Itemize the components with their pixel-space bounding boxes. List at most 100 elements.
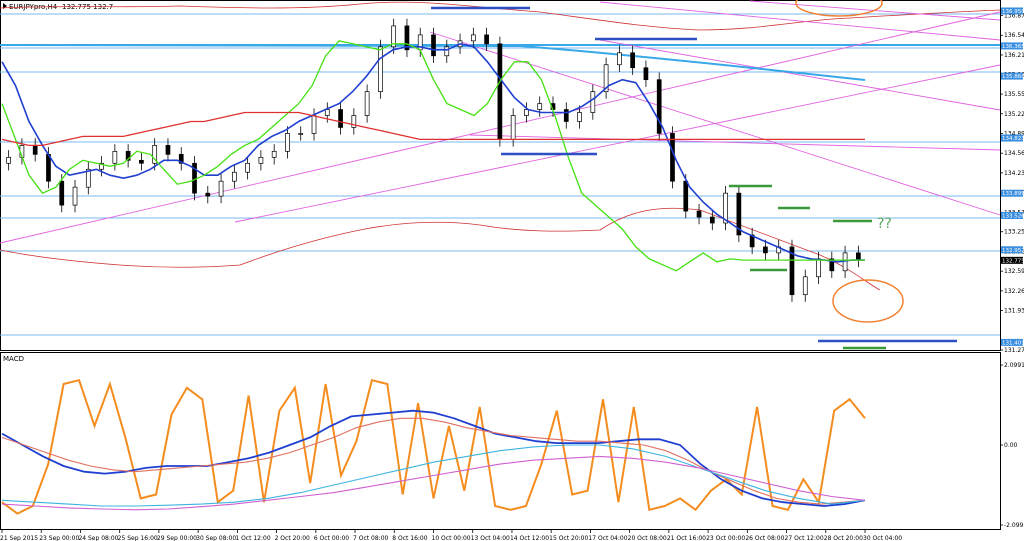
candle — [165, 138, 171, 162]
candle — [497, 36, 503, 147]
candle — [444, 39, 450, 63]
candle — [656, 72, 662, 141]
ma-line-0 — [1, 42, 865, 263]
macd-line-4 — [1, 455, 866, 511]
time-tick-label: 7 Oct 08:00 — [353, 535, 388, 541]
price-tag-box — [1001, 246, 1023, 254]
candle — [736, 185, 742, 243]
candle — [802, 269, 808, 302]
time-tick-label: 29 Sep 00:00 — [157, 535, 197, 541]
candle — [590, 84, 596, 120]
envelope-bands — [0, 1, 1001, 291]
candle — [298, 126, 304, 141]
candle — [205, 185, 211, 204]
price-tag-box — [1001, 211, 1023, 219]
time-tick-label: 24 Sep 08:00 — [78, 535, 118, 541]
candle — [683, 174, 689, 219]
candle — [258, 150, 264, 171]
candle — [404, 18, 410, 57]
candle — [484, 27, 489, 52]
macd-tick-label: 2.0991 — [1004, 362, 1024, 369]
price-tick-label: 131.274 — [1004, 347, 1024, 354]
price-tick-label: 134.899 — [1004, 130, 1024, 137]
candle — [537, 96, 543, 117]
time-tick-label: 20 Oct 08:00 — [628, 535, 667, 541]
price-tick-label: 136.214 — [1004, 52, 1024, 59]
time-tick-label: 25 Sep 16:00 — [118, 535, 158, 541]
price-tag-label: 133.899 — [1002, 191, 1024, 197]
candle — [152, 138, 158, 171]
price-axis: 136.874136.544136.214135.884135.559135.2… — [1000, 13, 1024, 354]
price-tag-label: 133.526 — [1002, 213, 1024, 219]
macd-line-1 — [1, 409, 866, 507]
price-tag-box — [1001, 42, 1023, 50]
time-tick-label: 10 Oct 00:00 — [432, 535, 471, 541]
candle — [231, 165, 237, 189]
candle — [829, 251, 835, 278]
candle — [470, 27, 476, 49]
time-tick-label: 1 Oct 12:00 — [235, 535, 270, 541]
time-tick-label: 30 Oct 04:00 — [863, 535, 902, 541]
time-tick-label: 26 Oct 08:00 — [745, 535, 784, 541]
price-tag-label: 135.860 — [1002, 74, 1024, 80]
price-tags: 136.950 136.365 135.860 134.823 133.899 133.5… — [1001, 7, 1024, 346]
macd-tick-label: -2.0991 — [1004, 522, 1024, 529]
time-tick-label: 21 Oct 16:00 — [667, 535, 706, 541]
candle — [6, 150, 11, 171]
macd-tick-label: 0.00 — [1004, 442, 1018, 449]
price-tag-label: 131.401 — [1002, 340, 1024, 346]
price-tick-label: 132.264 — [1004, 288, 1024, 295]
candle — [577, 105, 582, 129]
candle — [603, 57, 609, 99]
price-tag-box — [1001, 134, 1023, 142]
candle — [99, 156, 104, 177]
time-tick-label: 15 Oct 20:00 — [549, 535, 588, 541]
macd-axis: 2.0991 0.00 -2.0991 — [1000, 362, 1024, 529]
candle — [696, 203, 702, 225]
candle — [271, 144, 277, 165]
candle — [351, 108, 357, 135]
candle — [789, 239, 795, 302]
macd-lines — [1, 378, 866, 515]
price-tick-label: 134.569 — [1004, 150, 1024, 157]
price-tick-label: 135.559 — [1004, 91, 1024, 98]
candle — [245, 156, 250, 180]
time-tick-label: 6 Oct 00:00 — [314, 535, 349, 541]
candle — [391, 18, 397, 54]
candle — [285, 126, 290, 159]
candle — [338, 102, 343, 135]
cyan-trend-line — [0, 44, 866, 81]
candle — [85, 162, 91, 195]
price-tick-label: 132.594 — [1004, 268, 1024, 275]
candle — [72, 180, 78, 213]
time-axis: 21 Sep 2015 23 Sep 00:00 24 Sep 08:00 25 Se… — [0, 530, 902, 541]
price-tag-label: 136.950 — [1002, 9, 1024, 15]
candle — [723, 185, 728, 231]
price-tag-box — [1001, 7, 1023, 15]
price-tick-label: 133.254 — [1004, 229, 1024, 236]
price-tag-box — [1001, 189, 1023, 197]
candle — [643, 60, 649, 87]
price-tag-label: 136.365 — [1002, 44, 1024, 50]
time-tick-label: 17 Oct 04:00 — [588, 535, 627, 541]
question-mark-annotation: ?? — [877, 216, 892, 232]
price-tick-label: 136.874 — [1004, 13, 1024, 20]
time-tick-label: 13 Oct 04:00 — [471, 535, 510, 541]
time-tick-label: 2 Oct 20:00 — [275, 535, 310, 541]
price-tag-label: 134.823 — [1002, 136, 1024, 142]
price-tag-label: 132.775 — [1002, 258, 1024, 264]
annotations: ?? — [431, 0, 957, 350]
candle — [630, 45, 636, 75]
candle — [431, 27, 436, 63]
time-tick-label: 30 Sep 08:00 — [196, 535, 236, 541]
candle — [178, 147, 184, 171]
time-tick-label: 23 Sep 00:00 — [39, 535, 79, 541]
price-tag-box — [1001, 72, 1023, 80]
candle — [218, 174, 224, 204]
time-tick-label: 27 Oct 12:00 — [785, 535, 824, 541]
candle — [139, 153, 144, 171]
time-tick-label: 8 Oct 16:00 — [392, 535, 427, 541]
candle — [670, 126, 675, 189]
price-tick-label: 135.229 — [1004, 111, 1024, 118]
